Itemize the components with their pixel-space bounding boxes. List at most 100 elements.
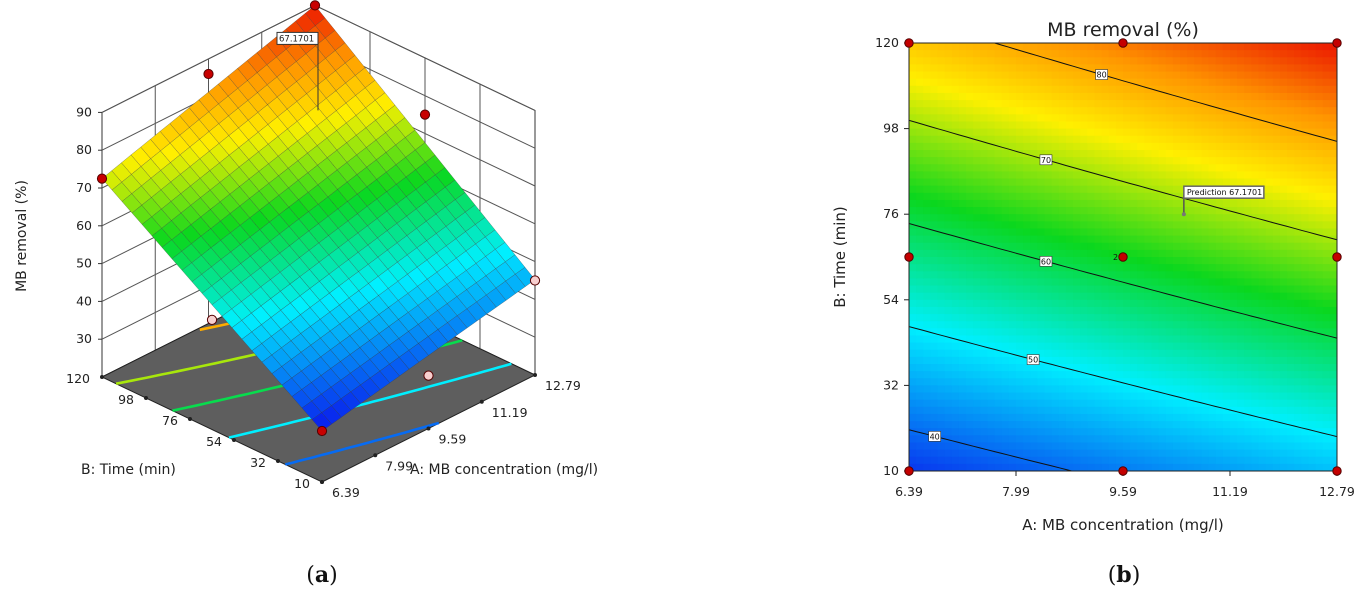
contour-fill-cell (1130, 171, 1138, 180)
contour-fill-cell (1115, 449, 1124, 458)
contour-fill-cell (1315, 356, 1324, 365)
contour-fill-cell (1272, 342, 1281, 351)
contour-fill-cell (1008, 456, 1017, 465)
contour-fill-cell (1287, 356, 1295, 365)
contour-fill-cell (1101, 314, 1110, 322)
contour-fill-cell (1080, 207, 1088, 215)
contour-fill-cell (1187, 392, 1195, 401)
contour-fill-cell (923, 242, 931, 251)
contour-fill-cell (1279, 43, 1288, 51)
contour-fill-cell (1080, 271, 1088, 279)
contour-fill-cell (1265, 214, 1274, 222)
contour-fill-cell (1315, 142, 1324, 151)
contour-fill-cell (1308, 306, 1317, 315)
contour-fill-cell (1123, 349, 1131, 358)
contour-fill-cell (973, 371, 981, 379)
contour-fill-cell (1201, 64, 1210, 73)
contour-fill-cell (1008, 150, 1017, 158)
contour-fill-cell (1001, 92, 1010, 101)
contour-fill-cell (1272, 385, 1281, 394)
contour-fill-cell (1194, 207, 1203, 215)
contour-fill-cell (1008, 185, 1017, 194)
contour-fill-cell (944, 463, 953, 471)
contour-fill-cell (1329, 92, 1337, 101)
contour-fill-cell (1008, 364, 1017, 372)
contour-fill-cell (1151, 242, 1160, 251)
contour-fill-cell (923, 207, 931, 215)
contour-fill-cell (1201, 43, 1210, 51)
contour-fill-cell (1208, 299, 1217, 308)
contour-fill-cell (1115, 321, 1124, 329)
contour-fill-cell (1144, 214, 1153, 222)
contour-fill-cell (1108, 150, 1117, 158)
contour-fill-cell (1144, 314, 1153, 322)
contour-fill-cell (987, 435, 996, 444)
contour-fill-cell (930, 264, 939, 272)
contour-fill-cell (1016, 100, 1024, 108)
contour-fill-cell (1265, 463, 1274, 471)
contour-fill-cell (916, 157, 924, 165)
contour-fill-cell (923, 292, 931, 301)
contour-fill-cell (1208, 85, 1217, 94)
contour-fill-cell (1265, 249, 1274, 258)
contour-fill-cell (916, 78, 924, 87)
contour-fill-cell (1322, 356, 1331, 365)
contour-fill-cell (1222, 142, 1231, 151)
contour-fill-cell (1130, 371, 1138, 379)
contour-fill-cell (1315, 371, 1324, 379)
contour-fill-cell (1308, 199, 1317, 208)
contour-fill-cell (1208, 107, 1217, 115)
contour-fill-cell (1272, 178, 1281, 187)
contour-fill-cell (909, 442, 917, 451)
contour-fill-cell (1087, 442, 1096, 451)
contour-fill-cell (1301, 71, 1310, 80)
contour-fill-cell (1008, 271, 1017, 279)
contour-fill-cell (1287, 121, 1295, 130)
contour-fill-cell (1165, 364, 1174, 372)
contour-fill-cell (1165, 463, 1174, 471)
contour-fill-cell (1037, 463, 1046, 471)
contour-fill-cell (944, 449, 953, 458)
contour-fill-cell (1180, 107, 1188, 115)
contour-fill-cell (966, 428, 974, 436)
contour-fill-cell (1030, 85, 1038, 94)
contour-fill-cell (958, 157, 967, 165)
contour-fill-cell (1172, 150, 1181, 158)
contour-fill-cell (1258, 228, 1267, 237)
contour-fill-cell (1201, 164, 1210, 172)
contour-fill-cell (958, 356, 967, 365)
contour-fill-cell (1287, 242, 1295, 251)
contour-fill-cell (1222, 356, 1231, 365)
contour-fill-cell (1329, 100, 1337, 108)
contour-fill-cell (1051, 356, 1060, 365)
contour-fill-cell (966, 378, 974, 386)
contour-fill-cell (1308, 442, 1317, 451)
contour-fill-cell (1008, 321, 1017, 329)
contour-fill-cell (1108, 164, 1117, 172)
contour-fill-cell (916, 378, 924, 386)
contour-fill-cell (1301, 199, 1310, 208)
contour-fill-cell (966, 242, 974, 251)
contour-fill-cell (1329, 299, 1337, 308)
contour-fill-cell (916, 342, 924, 351)
contour-fill-cell (1272, 463, 1281, 471)
contour-fill-cell (1329, 378, 1337, 386)
contour-fill-cell (930, 413, 939, 422)
contour-fill-cell (1073, 264, 1081, 272)
contour-fill-cell (930, 192, 939, 201)
contour-fill-cell (1322, 178, 1331, 187)
contour-fill-cell (1051, 306, 1060, 315)
contour-fill-cell (923, 43, 931, 51)
contour-fill-cell (1294, 306, 1302, 315)
contour-fill-cell (1272, 435, 1281, 444)
contour-fill-cell (1101, 85, 1110, 94)
contour-fill-cell (1030, 50, 1038, 58)
contour-fill-cell (1265, 228, 1274, 237)
contour-fill-cell (1001, 456, 1010, 465)
design-point (419, 109, 431, 120)
contour-fill-cell (1237, 242, 1245, 251)
contour-fill-cell (1023, 157, 1031, 165)
contour-fill-cell (1044, 178, 1053, 187)
contour-fill-cell (987, 150, 996, 158)
contour-fill-cell (1294, 299, 1302, 308)
